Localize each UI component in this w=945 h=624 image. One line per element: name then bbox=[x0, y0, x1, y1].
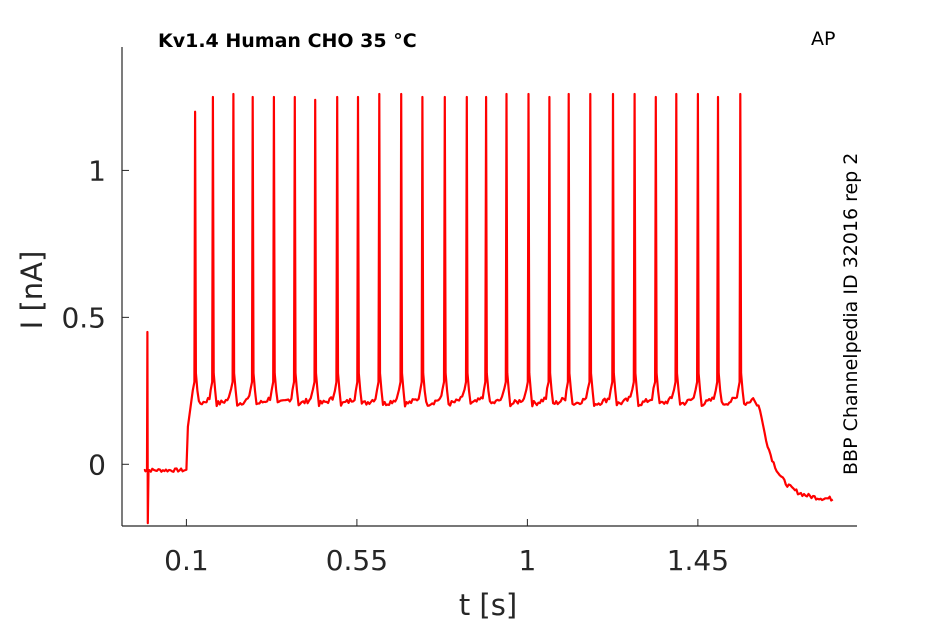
x-tick-label: 0.55 bbox=[326, 544, 388, 577]
protocol-label: AP bbox=[811, 28, 835, 50]
y-tick-label: 0.5 bbox=[61, 301, 106, 334]
tick-labels: 0.1 0.55 1 1.45 0 0.5 1 bbox=[61, 154, 729, 577]
x-tick-label: 1.45 bbox=[667, 544, 729, 577]
y-tick-label: 0 bbox=[88, 448, 106, 481]
y-axis-label: I [nA] bbox=[15, 251, 49, 330]
current-trace bbox=[143, 92, 834, 525]
source-note: BBP Channelpedia ID 32016 rep 2 bbox=[840, 153, 862, 475]
y-tick-label: 1 bbox=[88, 154, 106, 187]
x-tick-label: 1 bbox=[518, 544, 536, 577]
axes bbox=[121, 47, 857, 527]
chart-title: Kv1.4 Human CHO 35 °C bbox=[158, 30, 417, 52]
tick-marks bbox=[122, 169, 699, 526]
x-axis-label: t [s] bbox=[459, 588, 517, 622]
x-tick-label: 0.1 bbox=[164, 544, 209, 577]
